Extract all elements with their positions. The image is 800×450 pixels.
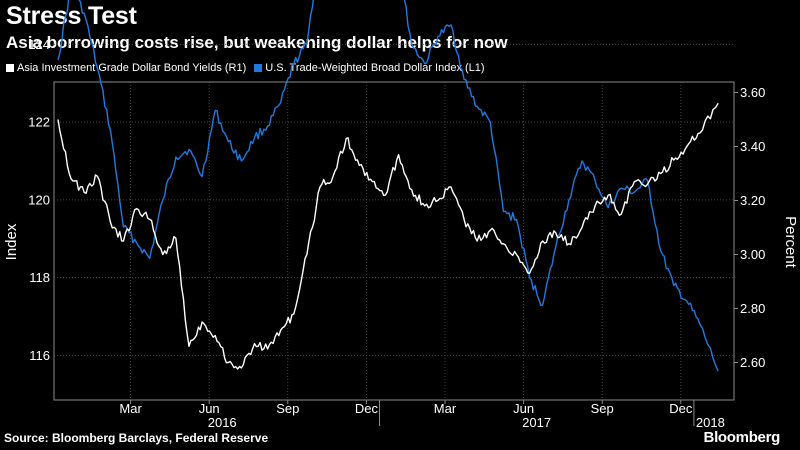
legend-label-dollar: U.S. Trade-Weighted Broad Dollar Index (…: [265, 62, 485, 74]
right-tick-label: 3.60: [740, 85, 765, 100]
left-tick-label: 118: [29, 270, 50, 285]
left-axis-label: Index: [3, 223, 20, 260]
x-tick-label: Dec: [355, 401, 379, 416]
right-tick-label: 2.80: [740, 301, 765, 316]
right-tick-label: 3.20: [740, 193, 765, 208]
left-tick-label: 120: [28, 192, 50, 207]
legend-swatch-yields: [6, 64, 14, 72]
right-tick-label: 3.40: [740, 139, 765, 154]
year-label: 2016: [208, 415, 237, 430]
legend-swatch-dollar: [254, 64, 263, 72]
x-tick-label: Jun: [199, 401, 220, 416]
right-axis-ticks: 2.60 2.80 3.00 3.20 3.40 3.60: [734, 85, 765, 370]
left-tick-label: 116: [29, 348, 50, 363]
chart-title: Stress Test: [6, 2, 137, 30]
gridlines: [54, 43, 734, 400]
chart-subtitle: Asia borrowing costs rise, but weakening…: [6, 33, 508, 52]
left-tick-label: 124: [28, 37, 50, 52]
legend-item-yields: Asia Investment Grade Dollar Bond Yields…: [6, 62, 246, 74]
legend: Asia Investment Grade Dollar Bond Yields…: [6, 62, 493, 74]
right-axis-label: Percent: [782, 216, 799, 269]
x-tick-label: Sep: [591, 401, 614, 416]
legend-label-yields: Asia Investment Grade Dollar Bond Yields…: [17, 62, 247, 74]
left-tick-label: 122: [28, 115, 50, 130]
series-line-bond-yields: [57, 102, 719, 370]
x-tick-label: Mar: [119, 401, 142, 416]
bloomberg-logo: Bloomberg: [703, 429, 781, 446]
plot-area: [53, 81, 735, 401]
x-tick-label: Sep: [276, 401, 299, 416]
year-label: 2018: [696, 415, 725, 430]
right-tick-label: 3.00: [740, 247, 765, 262]
series-lines: [57, 0, 719, 372]
x-tick-label: Dec: [669, 401, 693, 416]
right-tick-label: 2.60: [740, 355, 765, 370]
x-tick-label: Jun: [513, 401, 534, 416]
x-axis-ticks: Mar Jun Sep Dec Mar Jun Sep Dec 2016 2017 2018: [119, 400, 725, 430]
legend-item-dollar: U.S. Trade-Weighted Broad Dollar Index (…: [254, 62, 485, 74]
left-axis-ticks: 116118120122124126128130: [28, 37, 50, 363]
source-note: Source: Bloomberg Barclays, Federal Rese…: [4, 431, 269, 445]
year-label: 2017: [522, 415, 551, 430]
x-tick-label: Mar: [434, 401, 457, 416]
